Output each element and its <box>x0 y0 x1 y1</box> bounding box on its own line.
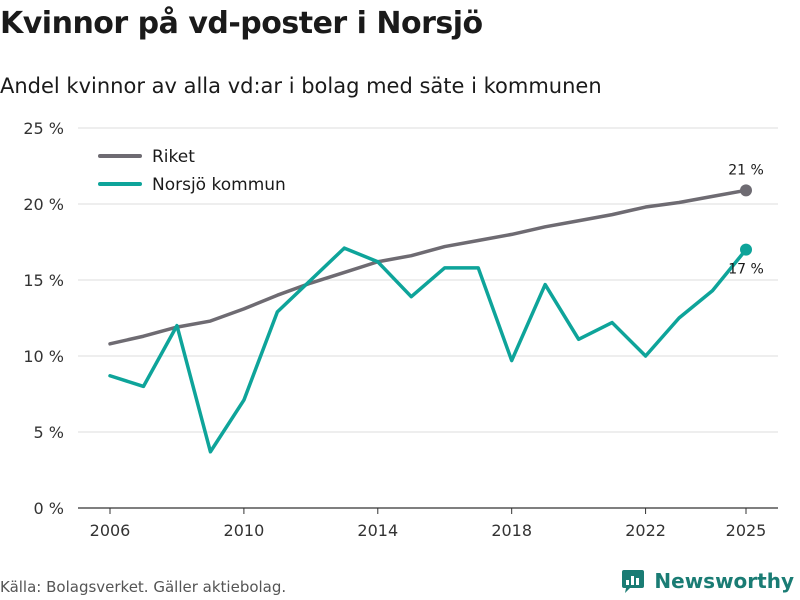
brand-name: Newsworthy <box>654 569 794 593</box>
y-tick-label: 5 % <box>34 423 64 442</box>
x-tick-label: 2014 <box>357 521 398 540</box>
x-tick-label: 2018 <box>491 521 532 540</box>
brand[interactable]: Newsworthy <box>620 568 794 594</box>
y-tick-label: 10 % <box>23 347 64 366</box>
series-end-label: 17 % <box>728 262 764 278</box>
chart-subtitle: Andel kvinnor av alla vd:ar i bolag med … <box>0 74 602 98</box>
legend-label: Riket <box>152 147 195 167</box>
x-tick-label: 2006 <box>90 521 131 540</box>
x-tick-label: 2010 <box>224 521 265 540</box>
y-tick-label: 25 % <box>23 119 64 138</box>
y-tick-label: 20 % <box>23 195 64 214</box>
x-tick-label: 2025 <box>726 521 767 540</box>
series-line-norsjo <box>108 246 748 454</box>
chart-title: Kvinnor på vd-poster i Norsjö <box>0 6 483 41</box>
series-end-label: 21 % <box>728 162 764 178</box>
series-line-riket <box>108 188 748 346</box>
newsworthy-logo-icon <box>622 570 645 593</box>
y-tick-label: 15 % <box>23 271 64 290</box>
series-end-point <box>740 243 752 256</box>
x-tick-label: 2022 <box>625 521 666 540</box>
legend-label: Norsjö kommun <box>152 175 286 195</box>
source-note: Källa: Bolagsverket. Gäller aktiebolag. <box>0 578 287 596</box>
y-tick-label: 0 % <box>34 499 64 518</box>
series-end-point <box>740 184 752 197</box>
